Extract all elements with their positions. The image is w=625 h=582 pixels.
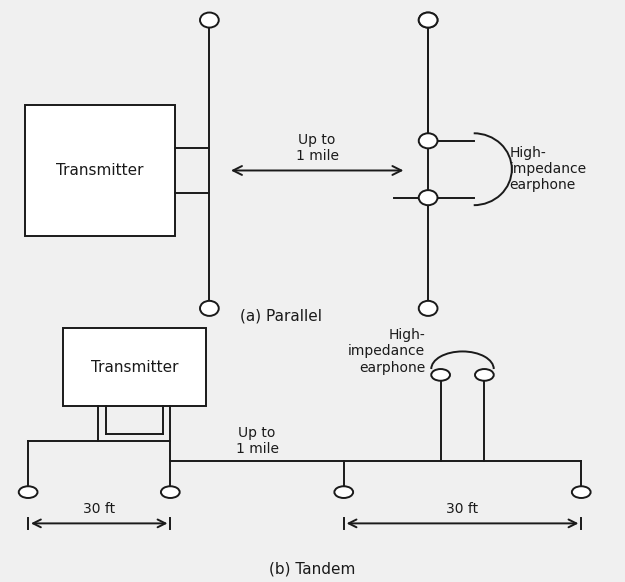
Text: 30 ft: 30 ft [83,502,115,516]
Text: 30 ft: 30 ft [446,502,479,516]
Circle shape [419,13,437,27]
Circle shape [419,190,437,205]
Circle shape [161,487,180,498]
Text: (a) Parallel: (a) Parallel [240,308,322,324]
Circle shape [572,487,591,498]
Circle shape [419,301,437,316]
Text: Up to
1 mile: Up to 1 mile [296,133,339,163]
Text: (b) Tandem: (b) Tandem [269,561,356,576]
Text: High-
impedance
earphone: High- impedance earphone [348,328,425,375]
Circle shape [200,13,219,27]
Circle shape [419,13,437,27]
Text: Transmitter: Transmitter [56,163,144,178]
Text: Transmitter: Transmitter [91,360,178,375]
Bar [25,105,175,236]
Circle shape [431,369,450,381]
Circle shape [19,487,38,498]
Bar [62,328,206,406]
Text: Up to
1 mile: Up to 1 mile [236,426,279,456]
Circle shape [200,301,219,316]
Text: High-
impedance
earphone: High- impedance earphone [509,146,586,193]
Circle shape [334,487,353,498]
Circle shape [419,133,437,148]
Circle shape [475,369,494,381]
